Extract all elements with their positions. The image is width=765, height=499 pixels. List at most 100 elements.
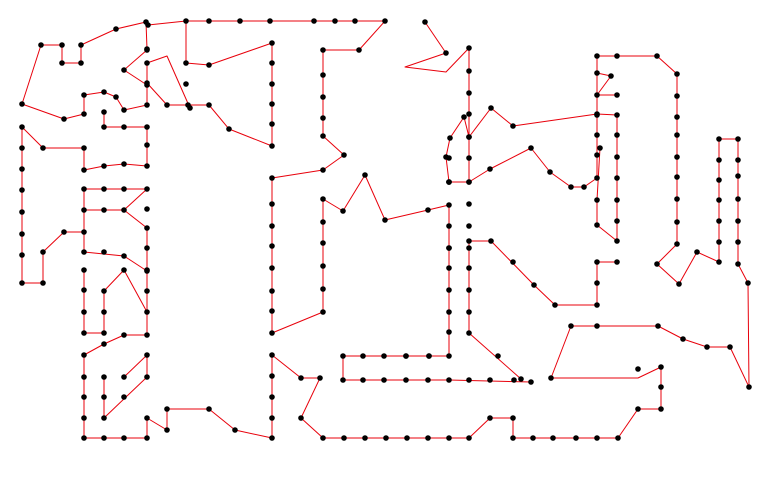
graph-node (40, 145, 46, 151)
graph-node (597, 145, 603, 151)
graph-node (144, 124, 150, 130)
graph-node (59, 60, 65, 66)
graph-node (446, 265, 452, 271)
graph-node (320, 167, 326, 173)
graph-node (81, 394, 87, 400)
graph-node (101, 207, 107, 213)
graph-node (658, 364, 664, 370)
graph-node (332, 18, 338, 24)
graph-node (381, 353, 387, 359)
graph-node (680, 336, 686, 342)
graph-node (19, 166, 25, 172)
graph-node (381, 377, 387, 383)
graph-node (404, 435, 410, 441)
graph-node (594, 323, 600, 329)
graph-node (594, 92, 600, 98)
graph-node (594, 111, 600, 117)
graph-node (59, 42, 65, 48)
graph-node (121, 253, 127, 259)
graph-node (144, 332, 150, 338)
graph-node (658, 406, 664, 412)
graph-node (340, 208, 346, 214)
graph-node (608, 73, 614, 79)
graph-node (716, 157, 722, 163)
graph-node (568, 184, 574, 190)
graph-node (716, 259, 722, 265)
graph-node (164, 427, 170, 433)
graph-node (269, 143, 275, 149)
graph-node (735, 157, 741, 163)
graph-node (144, 206, 150, 212)
graph-node (466, 223, 472, 229)
graph-node (232, 427, 238, 433)
graph-node (487, 377, 493, 383)
graph-node (144, 142, 150, 148)
graph-node (716, 197, 722, 203)
graph-node (145, 22, 151, 28)
graph-node (614, 132, 620, 138)
graph-node (594, 53, 600, 59)
graph-node (61, 229, 67, 235)
graph-node (101, 309, 107, 315)
graph-node (466, 330, 472, 336)
graph-node (466, 134, 472, 140)
graph-node (144, 415, 150, 421)
graph-node (183, 18, 189, 24)
graph-node (81, 267, 87, 273)
graph-node (716, 218, 722, 224)
graph-node (674, 154, 680, 160)
graph-node (443, 154, 449, 160)
graph-node (735, 173, 741, 179)
graph-node (144, 309, 150, 315)
graph-node (81, 415, 87, 421)
graph-node (446, 377, 452, 383)
graph-node (19, 252, 25, 258)
graph-node (19, 231, 25, 237)
graph-node (269, 308, 275, 314)
graph-node (206, 102, 212, 108)
graph-node (635, 366, 641, 372)
graph-node (269, 394, 275, 400)
graph-node (488, 105, 494, 111)
graph-node (352, 18, 358, 24)
graph-node (81, 309, 87, 315)
graph-node (269, 352, 275, 358)
graph-node (81, 229, 87, 235)
graph-node (552, 302, 558, 308)
graph-node (383, 435, 389, 441)
graph-node (356, 47, 362, 53)
graph-node (466, 45, 472, 51)
graph-node (614, 259, 620, 265)
graph-node (81, 167, 87, 173)
graph-node (716, 177, 722, 183)
graph-node (38, 42, 44, 48)
graph-node (121, 161, 127, 167)
graph-node (466, 309, 472, 315)
graph-node (547, 169, 553, 175)
graph-node (615, 435, 621, 441)
graph-node (269, 435, 275, 441)
graph-node (237, 18, 243, 24)
graph-node (121, 107, 127, 113)
graph-node (269, 415, 275, 421)
graph-node (144, 186, 150, 192)
graph-node (101, 374, 107, 380)
graph-node (121, 124, 127, 130)
graph-node (487, 166, 493, 172)
graph-node (466, 238, 472, 244)
graph-node (735, 136, 741, 142)
graph-node (676, 281, 682, 287)
graph-node (81, 92, 87, 98)
graph-node (113, 26, 119, 32)
graph-node (269, 373, 275, 379)
graph-node (320, 133, 326, 139)
graph-node (446, 353, 452, 359)
graph-node (674, 219, 680, 225)
graph-node (528, 145, 534, 151)
graph-node (594, 259, 600, 265)
node-layer (19, 18, 752, 441)
graph-node (340, 377, 346, 383)
graph-node (144, 352, 150, 358)
